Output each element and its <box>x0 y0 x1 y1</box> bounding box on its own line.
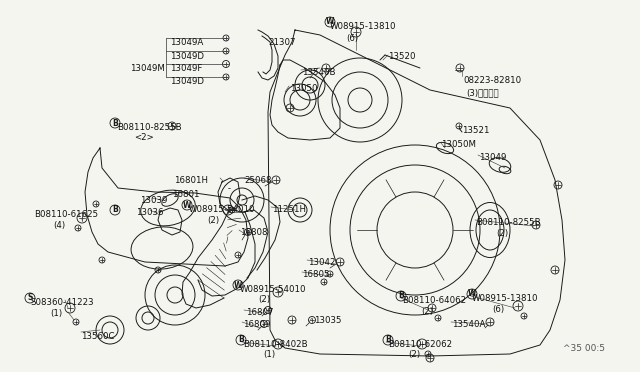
Text: 13049A: 13049A <box>170 38 204 47</box>
Text: 13050M: 13050M <box>441 140 476 149</box>
Text: W08915-13810: W08915-13810 <box>472 294 538 303</box>
Text: B: B <box>238 336 244 344</box>
Text: W: W <box>326 17 334 26</box>
Text: 16801H: 16801H <box>174 176 208 185</box>
Text: W: W <box>468 289 476 298</box>
Text: ^35 00:5: ^35 00:5 <box>563 344 605 353</box>
Text: 08223-82810: 08223-82810 <box>463 76 521 85</box>
Text: 13036: 13036 <box>136 208 163 217</box>
Text: W: W <box>183 201 191 209</box>
Text: 16801: 16801 <box>172 190 200 199</box>
Text: 16807: 16807 <box>246 308 273 317</box>
Text: 13560C: 13560C <box>81 332 115 341</box>
Text: W08915-54010: W08915-54010 <box>240 285 307 294</box>
Text: S: S <box>28 294 33 302</box>
Text: (3)スタッド: (3)スタッド <box>466 88 499 97</box>
Text: B08110-61625: B08110-61625 <box>34 210 98 219</box>
Text: 13049D: 13049D <box>170 77 204 86</box>
Text: 13049M: 13049M <box>130 64 165 73</box>
Text: 13540A: 13540A <box>452 320 485 329</box>
Text: 13042: 13042 <box>308 258 335 267</box>
Text: B: B <box>112 119 118 128</box>
Text: 13050: 13050 <box>290 84 317 93</box>
Text: S08360-41223: S08360-41223 <box>30 298 93 307</box>
Text: 21307: 21307 <box>268 38 296 47</box>
Text: 16805: 16805 <box>302 270 330 279</box>
Text: 13521: 13521 <box>462 126 490 135</box>
Text: 13540B: 13540B <box>302 68 335 77</box>
Text: 13049D: 13049D <box>170 52 204 61</box>
Text: 11251H: 11251H <box>272 205 306 214</box>
Text: B08110-8255B: B08110-8255B <box>117 123 182 132</box>
Text: (4): (4) <box>53 221 65 230</box>
Text: (2): (2) <box>258 295 270 304</box>
Text: B08110-8255B: B08110-8255B <box>476 218 541 227</box>
Text: B: B <box>385 336 391 344</box>
Text: (6): (6) <box>346 34 358 43</box>
Text: (1): (1) <box>263 350 275 359</box>
Text: (2): (2) <box>496 229 508 238</box>
Text: B08110-64062: B08110-64062 <box>402 296 466 305</box>
Text: B08110-62062: B08110-62062 <box>388 340 452 349</box>
Text: (2): (2) <box>207 216 219 225</box>
Text: (1): (1) <box>50 309 62 318</box>
Text: 13035: 13035 <box>314 316 342 325</box>
Text: W08915-13810: W08915-13810 <box>330 22 397 31</box>
Text: B: B <box>398 292 404 301</box>
Text: 13049: 13049 <box>479 153 506 162</box>
Text: W: W <box>234 280 242 289</box>
Text: 16809: 16809 <box>243 320 270 329</box>
Text: B: B <box>112 205 118 215</box>
Text: W08915-54010: W08915-54010 <box>189 205 255 214</box>
Text: 13039: 13039 <box>140 196 168 205</box>
Text: 13520: 13520 <box>388 52 415 61</box>
Text: (6): (6) <box>492 305 504 314</box>
Text: (2): (2) <box>421 307 433 316</box>
Text: (2): (2) <box>408 350 420 359</box>
Text: B08110-8402B: B08110-8402B <box>243 340 308 349</box>
Text: 16808: 16808 <box>240 228 268 237</box>
Text: 25068: 25068 <box>244 176 271 185</box>
Text: <2>: <2> <box>134 133 154 142</box>
Text: 13049F: 13049F <box>170 64 202 73</box>
